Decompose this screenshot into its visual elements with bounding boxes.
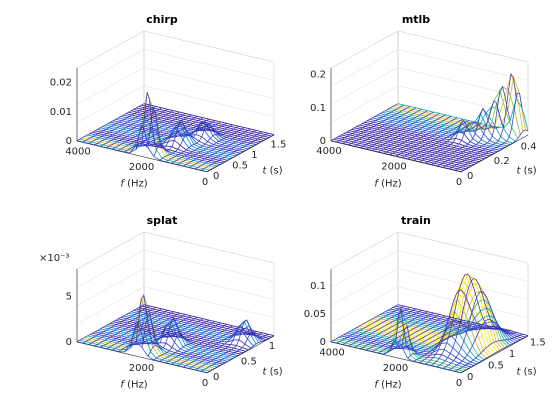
- t-tick-label: 1.5: [270, 139, 286, 150]
- z-tick-label: 0: [66, 337, 72, 348]
- t-tick-label: 0.5: [488, 360, 504, 371]
- z-tick-label: 0: [320, 337, 326, 348]
- t-tick-label: 1: [509, 349, 515, 360]
- f-tick-label: 0: [456, 177, 462, 188]
- t-tick-label: 0.5: [241, 357, 257, 368]
- t-tick-label: 0.2: [494, 156, 510, 167]
- t-tick-label: 0: [213, 372, 219, 383]
- surface-mesh: [76, 90, 275, 173]
- y-axis-label: t (s): [263, 166, 283, 177]
- f-tick-label: 2000: [381, 162, 406, 173]
- chart-title: train: [401, 214, 431, 227]
- surface-mesh: [330, 273, 529, 374]
- z-tick-label: 5: [66, 291, 72, 302]
- x-axis-label: f (Hz): [374, 380, 401, 391]
- z-tick-label: 0: [320, 136, 326, 147]
- z-tick-label: 0: [66, 136, 72, 147]
- y-axis-label: t (s): [517, 166, 537, 177]
- z-tick-label: 0.01: [50, 107, 72, 118]
- y-axis-label: t (s): [517, 367, 537, 378]
- chart-title: mtlb: [402, 13, 430, 26]
- f-tick-label: 4000: [316, 146, 341, 157]
- z-tick-label: 0.02: [50, 78, 72, 89]
- t-tick-label: 0: [467, 171, 473, 182]
- chart-title: chirp: [146, 13, 178, 26]
- z-tick-label: 0.2: [310, 70, 326, 81]
- z-tick-label: 0.1: [310, 281, 326, 292]
- t-tick-label: 1: [251, 150, 257, 161]
- axes-box: [330, 231, 529, 366]
- f-tick-label: 4000: [65, 147, 90, 158]
- f-tick-label: 2000: [129, 363, 154, 374]
- surface-mesh: [76, 293, 275, 374]
- t-tick-label: 1: [269, 341, 275, 352]
- z-tick-label: 0.1: [310, 103, 326, 114]
- t-tick-label: 0: [467, 372, 473, 383]
- f-tick-label: 0: [202, 177, 208, 188]
- t-tick-label: 0: [213, 171, 219, 182]
- f-tick-label: 2000: [129, 162, 154, 173]
- t-tick-label: 1.5: [530, 337, 546, 348]
- z-tick-label: 0.05: [304, 309, 326, 320]
- z-exponent: ×10⁻³: [39, 253, 69, 264]
- t-tick-label: 0.4: [521, 141, 537, 152]
- surface-mesh: [330, 72, 529, 173]
- y-axis-label: t (s): [263, 367, 283, 378]
- f-tick-label: 2000: [383, 363, 408, 374]
- chart-title: splat: [147, 214, 178, 227]
- f-tick-label: 4000: [319, 348, 344, 359]
- f-tick-label: 0: [202, 378, 208, 389]
- x-axis-label: f (Hz): [120, 380, 147, 391]
- f-tick-label: 0: [456, 378, 462, 389]
- x-axis-label: f (Hz): [120, 179, 147, 190]
- t-tick-label: 0.5: [232, 160, 248, 171]
- x-axis-label: f (Hz): [374, 179, 401, 190]
